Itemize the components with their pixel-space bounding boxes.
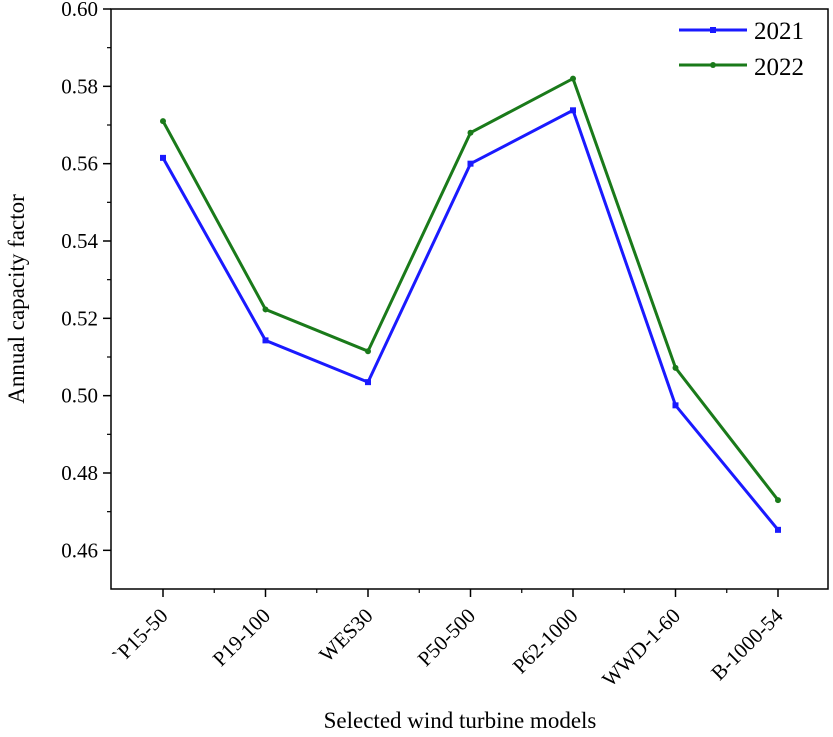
y-tick-label: 0.58 xyxy=(61,74,98,98)
x-tick-label: `P15-50 xyxy=(108,604,173,669)
data-point-2022 xyxy=(570,75,576,82)
legend: 2021 2022 xyxy=(679,18,804,81)
data-point-2022 xyxy=(467,129,474,136)
x-tick-label: WWD-1-60 xyxy=(597,604,685,692)
data-point-2021 xyxy=(467,160,474,167)
legend-marker-2021 xyxy=(710,27,716,33)
data-point-2022 xyxy=(365,348,371,355)
y-tick-label: 0.60 xyxy=(61,0,98,21)
x-tick-label: B-1000-54 xyxy=(706,603,788,685)
x-tick-label: P62-1000 xyxy=(508,604,583,679)
data-point-2021 xyxy=(570,107,576,114)
legend-label-2021: 2021 xyxy=(754,18,804,45)
data-point-2021 xyxy=(775,526,781,533)
x-tick-label: WES30 xyxy=(314,604,377,667)
x-axis: `P15-50 P19-100 WES30 P50-500 P62-1000 WWD-1-… xyxy=(108,589,788,691)
y-tick-label: 0.52 xyxy=(61,306,98,330)
legend-marker-2022 xyxy=(710,62,716,68)
y-tick-label: 0.50 xyxy=(61,384,98,408)
x-tick-label: P50-500 xyxy=(413,604,480,671)
y-tick-label: 0.48 xyxy=(61,461,98,485)
y-tick-label: 0.54 xyxy=(61,229,98,253)
series-line-2022 xyxy=(161,76,780,502)
y-tick-label: 0.46 xyxy=(61,538,98,562)
y-axis-title: Annual capacity factor xyxy=(4,194,29,404)
x-axis-title: Selected wind turbine models xyxy=(324,708,597,733)
plot-frame xyxy=(110,8,829,590)
data-point-2022 xyxy=(160,118,166,125)
data-point-2022 xyxy=(262,306,269,313)
y-tick-label: 0.56 xyxy=(61,152,98,176)
data-point-2021 xyxy=(262,337,269,344)
data-point-2021 xyxy=(160,154,166,161)
data-point-2021 xyxy=(672,402,679,409)
series-layer xyxy=(160,75,781,533)
data-point-2022 xyxy=(775,497,781,504)
legend-label-2022: 2022 xyxy=(754,54,804,81)
x-tick-label: P19-100 xyxy=(208,604,275,671)
y-axis: 0.46 0.48 0.50 0.52 0.54 0.56 0.58 0.60 xyxy=(61,0,111,562)
data-point-2022 xyxy=(672,364,679,371)
data-point-2021 xyxy=(365,379,371,386)
series-line-2021 xyxy=(161,108,780,531)
